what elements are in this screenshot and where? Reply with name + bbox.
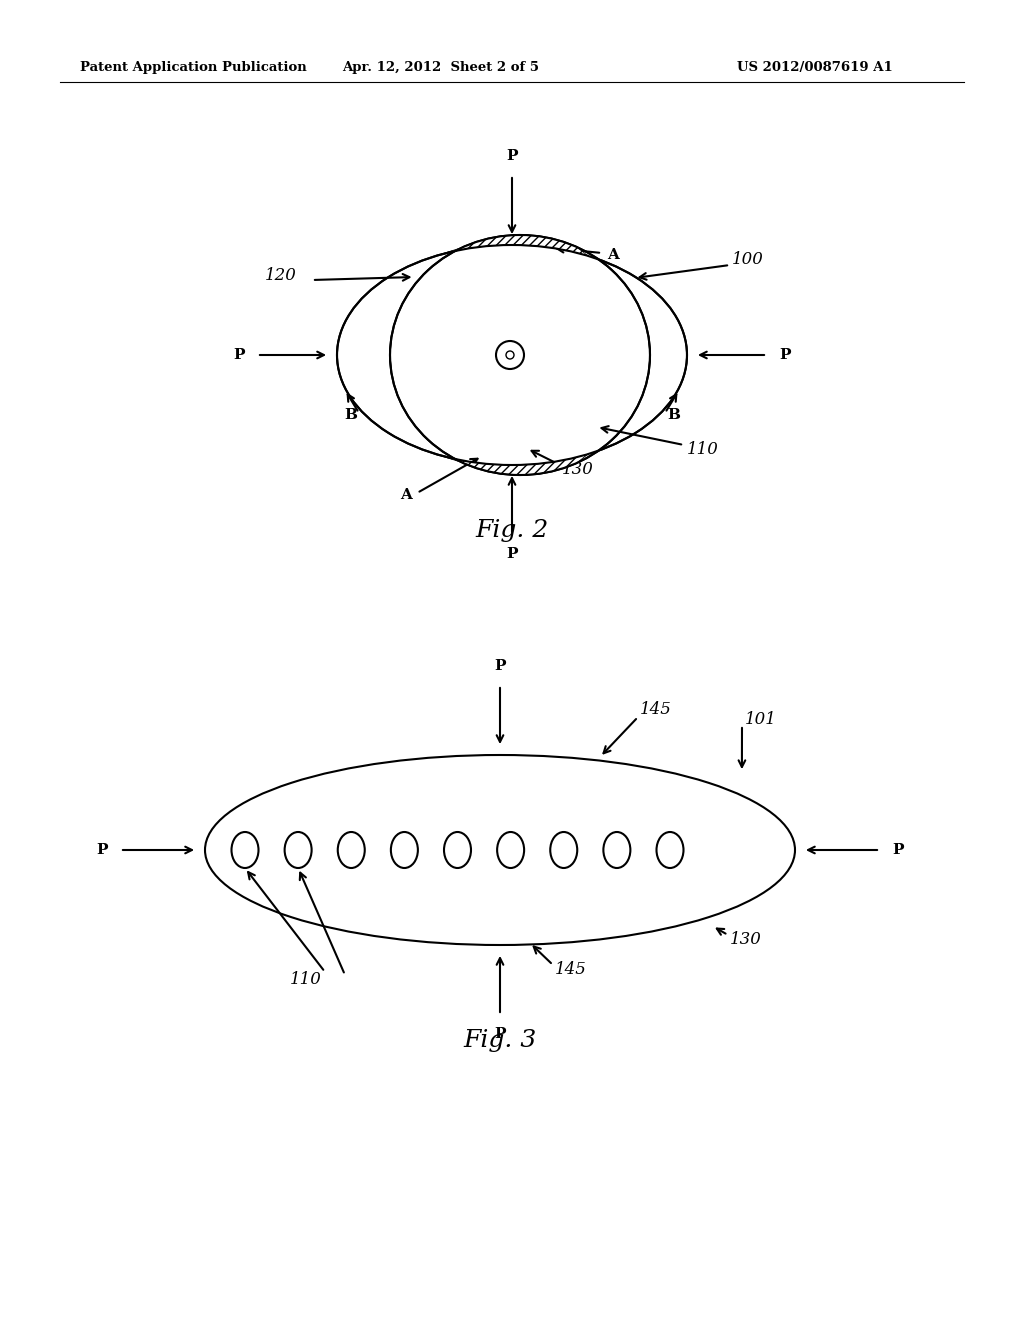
Text: 110: 110	[687, 441, 719, 458]
Ellipse shape	[497, 832, 524, 869]
Text: Fig. 3: Fig. 3	[464, 1028, 537, 1052]
Text: 110: 110	[290, 972, 322, 989]
Text: 145: 145	[640, 701, 672, 718]
Polygon shape	[436, 454, 588, 475]
Text: P: P	[506, 546, 518, 561]
Ellipse shape	[338, 832, 365, 869]
Text: B: B	[667, 408, 680, 422]
Circle shape	[496, 341, 524, 370]
Text: P: P	[495, 659, 506, 673]
Circle shape	[506, 351, 514, 359]
Ellipse shape	[444, 832, 471, 869]
Text: A: A	[607, 248, 618, 261]
Text: Apr. 12, 2012  Sheet 2 of 5: Apr. 12, 2012 Sheet 2 of 5	[342, 62, 539, 74]
Text: 120: 120	[265, 267, 297, 284]
Text: 100: 100	[732, 252, 764, 268]
Ellipse shape	[656, 832, 683, 869]
Text: 130: 130	[730, 932, 762, 949]
Text: 101: 101	[745, 711, 777, 729]
Text: P: P	[506, 149, 518, 162]
Ellipse shape	[391, 832, 418, 869]
Ellipse shape	[603, 832, 631, 869]
Text: Patent Application Publication: Patent Application Publication	[80, 62, 307, 74]
Text: 130: 130	[562, 462, 594, 479]
Text: US 2012/0087619 A1: US 2012/0087619 A1	[737, 62, 893, 74]
Text: Fig. 2: Fig. 2	[475, 519, 549, 541]
Ellipse shape	[337, 246, 687, 465]
Text: 145: 145	[555, 961, 587, 978]
Text: P: P	[892, 843, 903, 857]
Text: B: B	[344, 408, 357, 422]
Text: P: P	[96, 843, 108, 857]
Text: P: P	[233, 348, 245, 362]
Polygon shape	[436, 235, 588, 256]
Ellipse shape	[390, 235, 650, 475]
Ellipse shape	[285, 832, 311, 869]
Ellipse shape	[550, 832, 578, 869]
Text: P: P	[495, 1027, 506, 1041]
Text: P: P	[779, 348, 791, 362]
Ellipse shape	[231, 832, 258, 869]
Ellipse shape	[205, 755, 795, 945]
Text: A: A	[400, 488, 412, 502]
